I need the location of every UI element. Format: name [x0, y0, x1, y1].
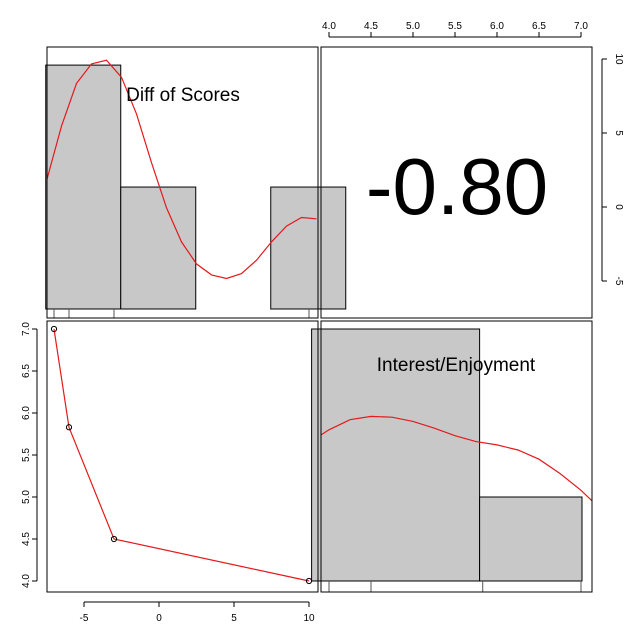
panel-frame-br: [320, 320, 593, 593]
scatter-point-3: [110, 535, 118, 543]
diff-var-label: Diff of Scores: [126, 85, 240, 106]
left-axis-tick-label: 6.0: [21, 406, 32, 420]
interest-var-label: Interest/Enjoyment: [377, 355, 536, 376]
bottom-axis-tick-label: 5: [231, 613, 237, 624]
top-axis-tick-label: 5.5: [448, 21, 462, 32]
left-axis-tick-label: 4.0: [21, 574, 32, 588]
correlation-value: -0.80: [366, 142, 548, 231]
left-axis-tick-label: 5.0: [21, 490, 32, 504]
scatter-point-2: [65, 424, 73, 431]
scatter-smooth-line: [53, 328, 310, 582]
left-axis-tick-label: 6.5: [21, 364, 32, 378]
panel-frame-bl: [46, 320, 319, 593]
scatter-point-1: [50, 325, 58, 333]
left-axis-tick-label: 5.5: [21, 448, 32, 462]
top-axis-tick-label: 7.0: [574, 21, 588, 32]
diff-hist-bar-1: [45, 64, 122, 310]
panel-frame-tr: [320, 46, 593, 319]
right-axis-tick-label: -5: [613, 277, 624, 286]
diff-hist-bar-4: [270, 186, 347, 310]
bottom-axis-tick-label: 0: [156, 613, 162, 624]
right-axis-tick-label: 0: [613, 204, 624, 210]
top-axis-tick-label: 4.5: [364, 21, 378, 32]
bottom-axis-tick-label: 10: [303, 613, 315, 624]
diff-hist-bar-2: [120, 186, 197, 310]
diff-density-curve: [47, 59, 317, 280]
top-axis-tick-label: 6.5: [532, 21, 546, 32]
interest-density-curve: [321, 415, 592, 502]
panel-frame-tl: [46, 46, 319, 319]
right-axis-tick-label: 10: [613, 53, 624, 65]
left-axis-tick-label: 7.0: [21, 322, 32, 336]
left-axis-tick-label: 4.5: [21, 532, 32, 546]
top-axis-tick-label: 5.0: [406, 21, 420, 32]
top-axis-tick-label: 4.0: [322, 21, 336, 32]
interest-hist-bar-2: [479, 496, 583, 582]
right-axis-tick-label: 5: [613, 130, 624, 136]
top-axis-tick-label: 6.0: [490, 21, 504, 32]
interest-hist-bar-1: [311, 328, 481, 582]
bottom-axis-tick-label: -5: [80, 613, 89, 624]
